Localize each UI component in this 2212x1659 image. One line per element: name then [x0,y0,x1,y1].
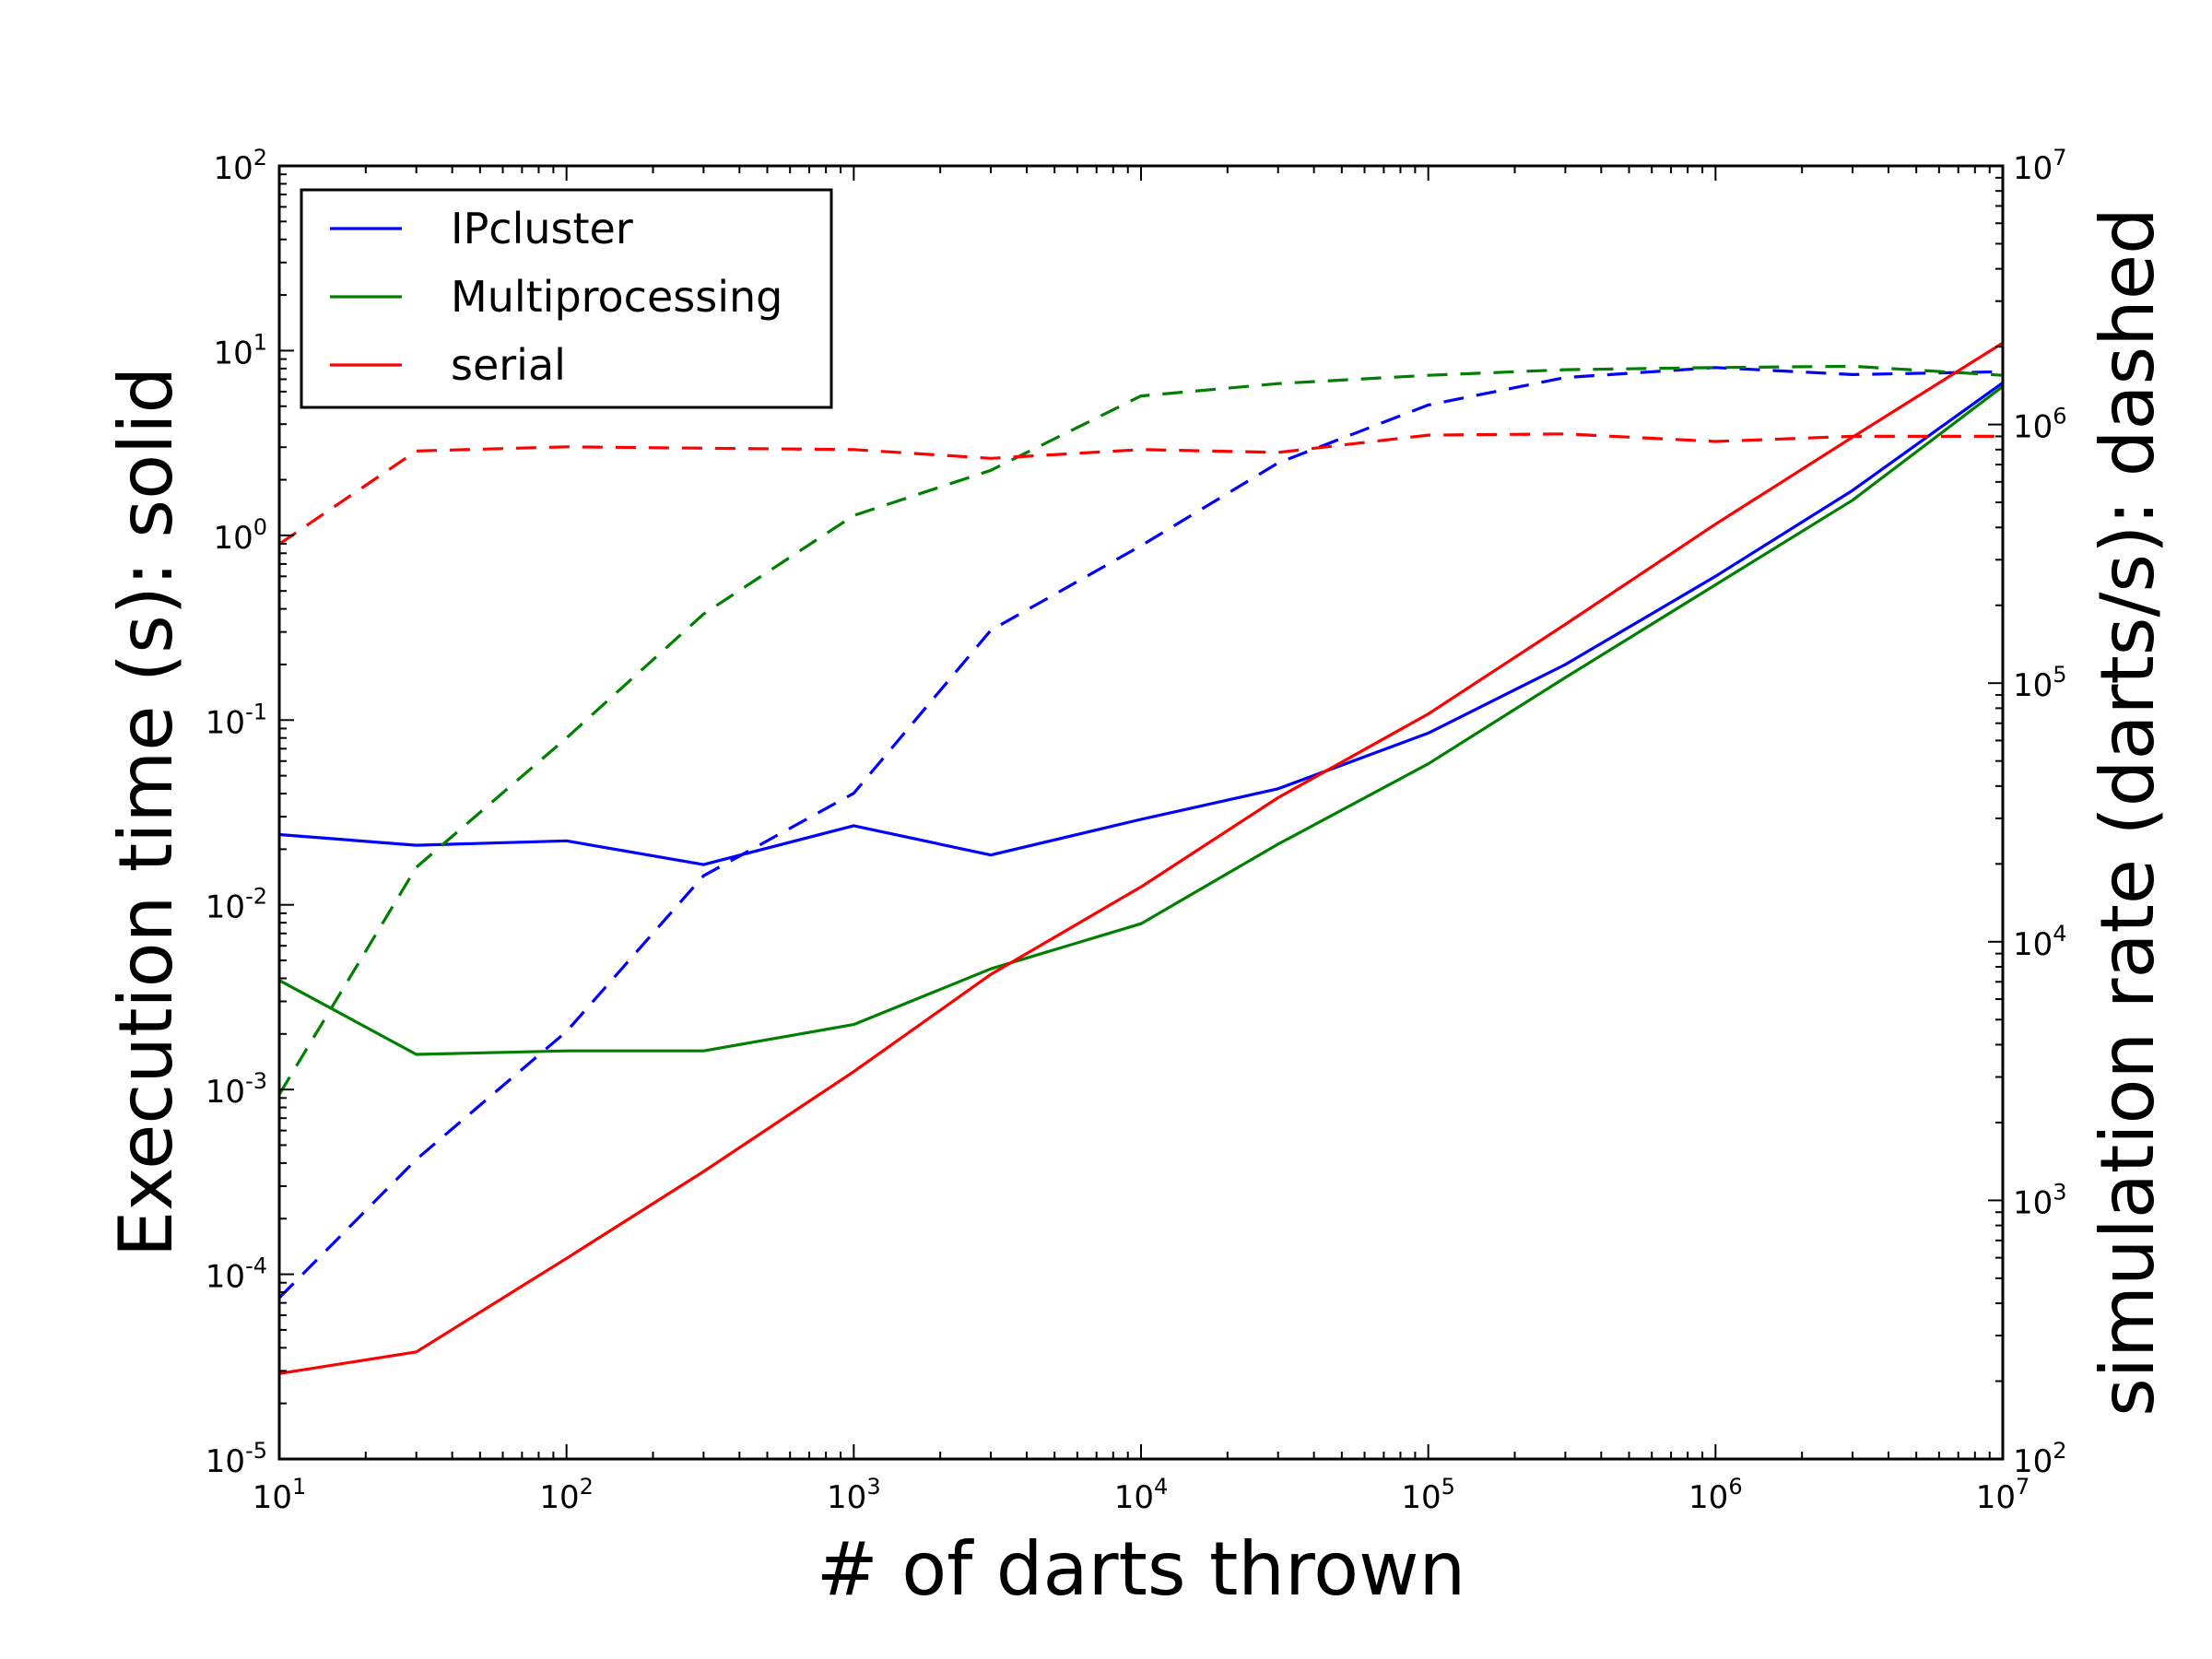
series-0-time-line [278,381,2004,866]
left-axis-title: Execution time (s): solid [103,367,189,1258]
y-right-tick-label: 104 [2013,921,2067,963]
x-tick-label: 102 [539,1474,594,1516]
x-tick-label: 106 [1688,1474,1743,1516]
y-left-tick-label: 10-5 [206,1438,267,1480]
x-axis-title: # of darts thrown [817,1526,1465,1612]
y-left-tick-label: 10-3 [206,1068,267,1111]
y-right-tick-label: 103 [2013,1179,2067,1221]
plot-lines [277,341,2004,1375]
x-tick-label: 103 [827,1474,881,1516]
y-left-tick-label: 10-2 [206,884,267,926]
y-left-tick-label: 102 [213,145,267,187]
legend-label: serial [451,340,566,390]
y-left-tick-label: 100 [213,514,267,557]
series-1-rate-line [277,364,2004,1096]
y-left-tick-label: 10-4 [206,1253,267,1296]
y-right-tick-label: 102 [2013,1438,2067,1480]
y-right-tick-label: 105 [2013,662,2067,704]
x-tick-label: 101 [253,1474,307,1516]
series-2-time-line [278,341,2004,1375]
series-0-rate-line [277,366,2004,1300]
axis-ticks: 101 102 103 104 105 106 107 10-5 10-4 10-3 10-2 10-… [206,145,2067,1516]
y-left-tick-label: 101 [213,329,267,371]
legend: IPcluster Multiprocessing serial [300,188,833,409]
legend-label: Multiprocessing [451,272,782,322]
series-1-time-line [278,385,2004,1056]
legend-box [300,188,833,409]
series-2-rate-line [278,432,2003,546]
y-right-tick-label: 107 [2013,145,2067,187]
x-tick-label: 107 [1976,1474,2030,1516]
y-right-tick-label: 106 [2013,404,2067,446]
x-tick-label: 105 [1401,1474,1455,1516]
right-axis-title: simulation rate (darts/s): dashed [2085,207,2171,1417]
y-left-tick-label: 10-1 [206,699,267,741]
x-tick-label: 104 [1114,1474,1169,1516]
legend-label: IPcluster [451,204,633,253]
